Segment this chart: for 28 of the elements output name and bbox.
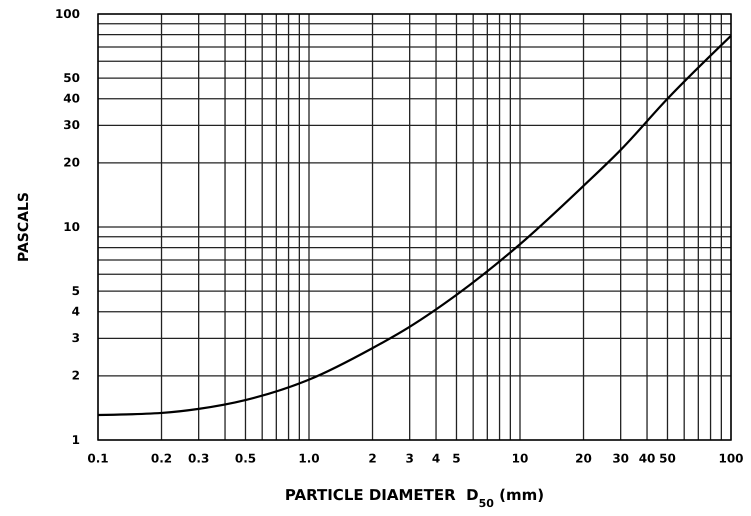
x-tick-label: 30 — [612, 452, 630, 466]
x-tick-label: 3 — [405, 452, 414, 466]
x-tick-label: 50 — [659, 452, 676, 466]
y-tick-label: 30 — [63, 118, 80, 132]
y-axis-title: PASCALS — [16, 192, 32, 262]
x-tick-label: 0.1 — [87, 452, 109, 466]
y-tick-label: 40 — [63, 92, 80, 106]
y-tick-label: 4 — [72, 304, 80, 319]
x-tick-label: 20 — [575, 452, 592, 466]
x-tick-label: 10 — [512, 452, 528, 466]
x-tick-label: 0.2 — [150, 452, 172, 466]
x-axis-title: PARTICLE DIAMETER D$_{50}$ (mm) — [284, 486, 544, 510]
y-tick-label: 3 — [72, 331, 80, 346]
x-tick-label: 100 — [718, 452, 744, 466]
x-tick-label: 40 — [638, 452, 656, 466]
y-tick-label: 1 — [72, 432, 80, 447]
x-tick-label: 5 — [452, 452, 461, 466]
y-tick-label: 20 — [63, 156, 80, 170]
x-tick-label: 0.5 — [234, 452, 256, 466]
x-tick-label: 4 — [432, 452, 440, 466]
x-tick-label: 2 — [368, 452, 377, 466]
y-tick-label: 5 — [72, 284, 80, 298]
y-tick-label: 100 — [54, 6, 80, 21]
x-tick-label: 0.3 — [188, 452, 210, 466]
y-tick-label: 50 — [63, 70, 80, 85]
y-tick-label: 2 — [72, 368, 80, 383]
y-tick-label: 10 — [63, 220, 80, 234]
x-tick-label: 1.0 — [298, 452, 320, 466]
